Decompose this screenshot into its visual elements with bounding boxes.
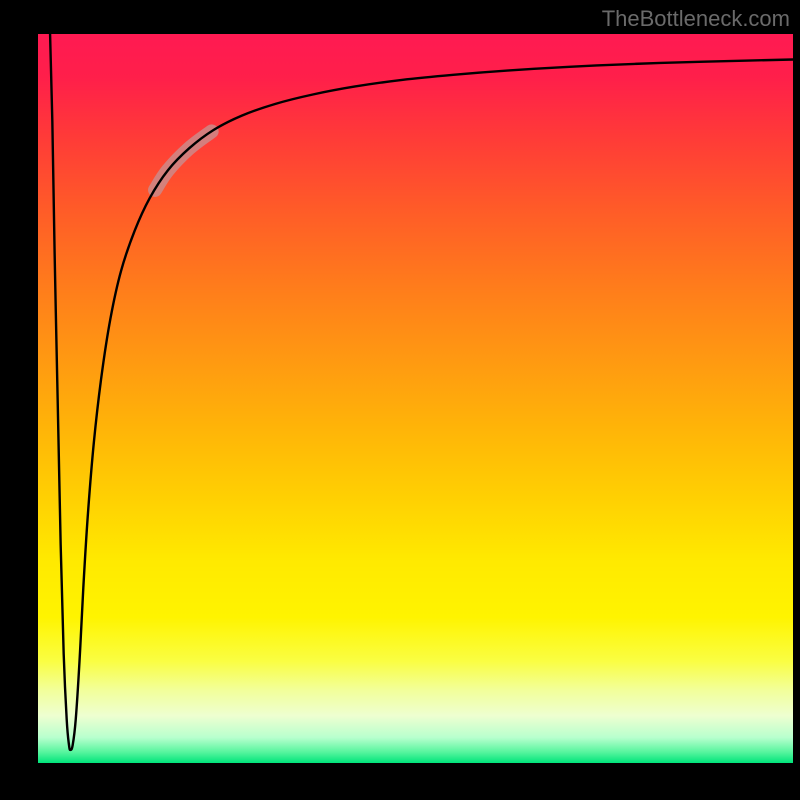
chart-background: [38, 34, 793, 763]
plot-area: [38, 34, 793, 763]
chart-svg: [38, 34, 793, 763]
watermark-text: TheBottleneck.com: [602, 6, 790, 32]
chart-stage: TheBottleneck.com: [0, 0, 800, 800]
